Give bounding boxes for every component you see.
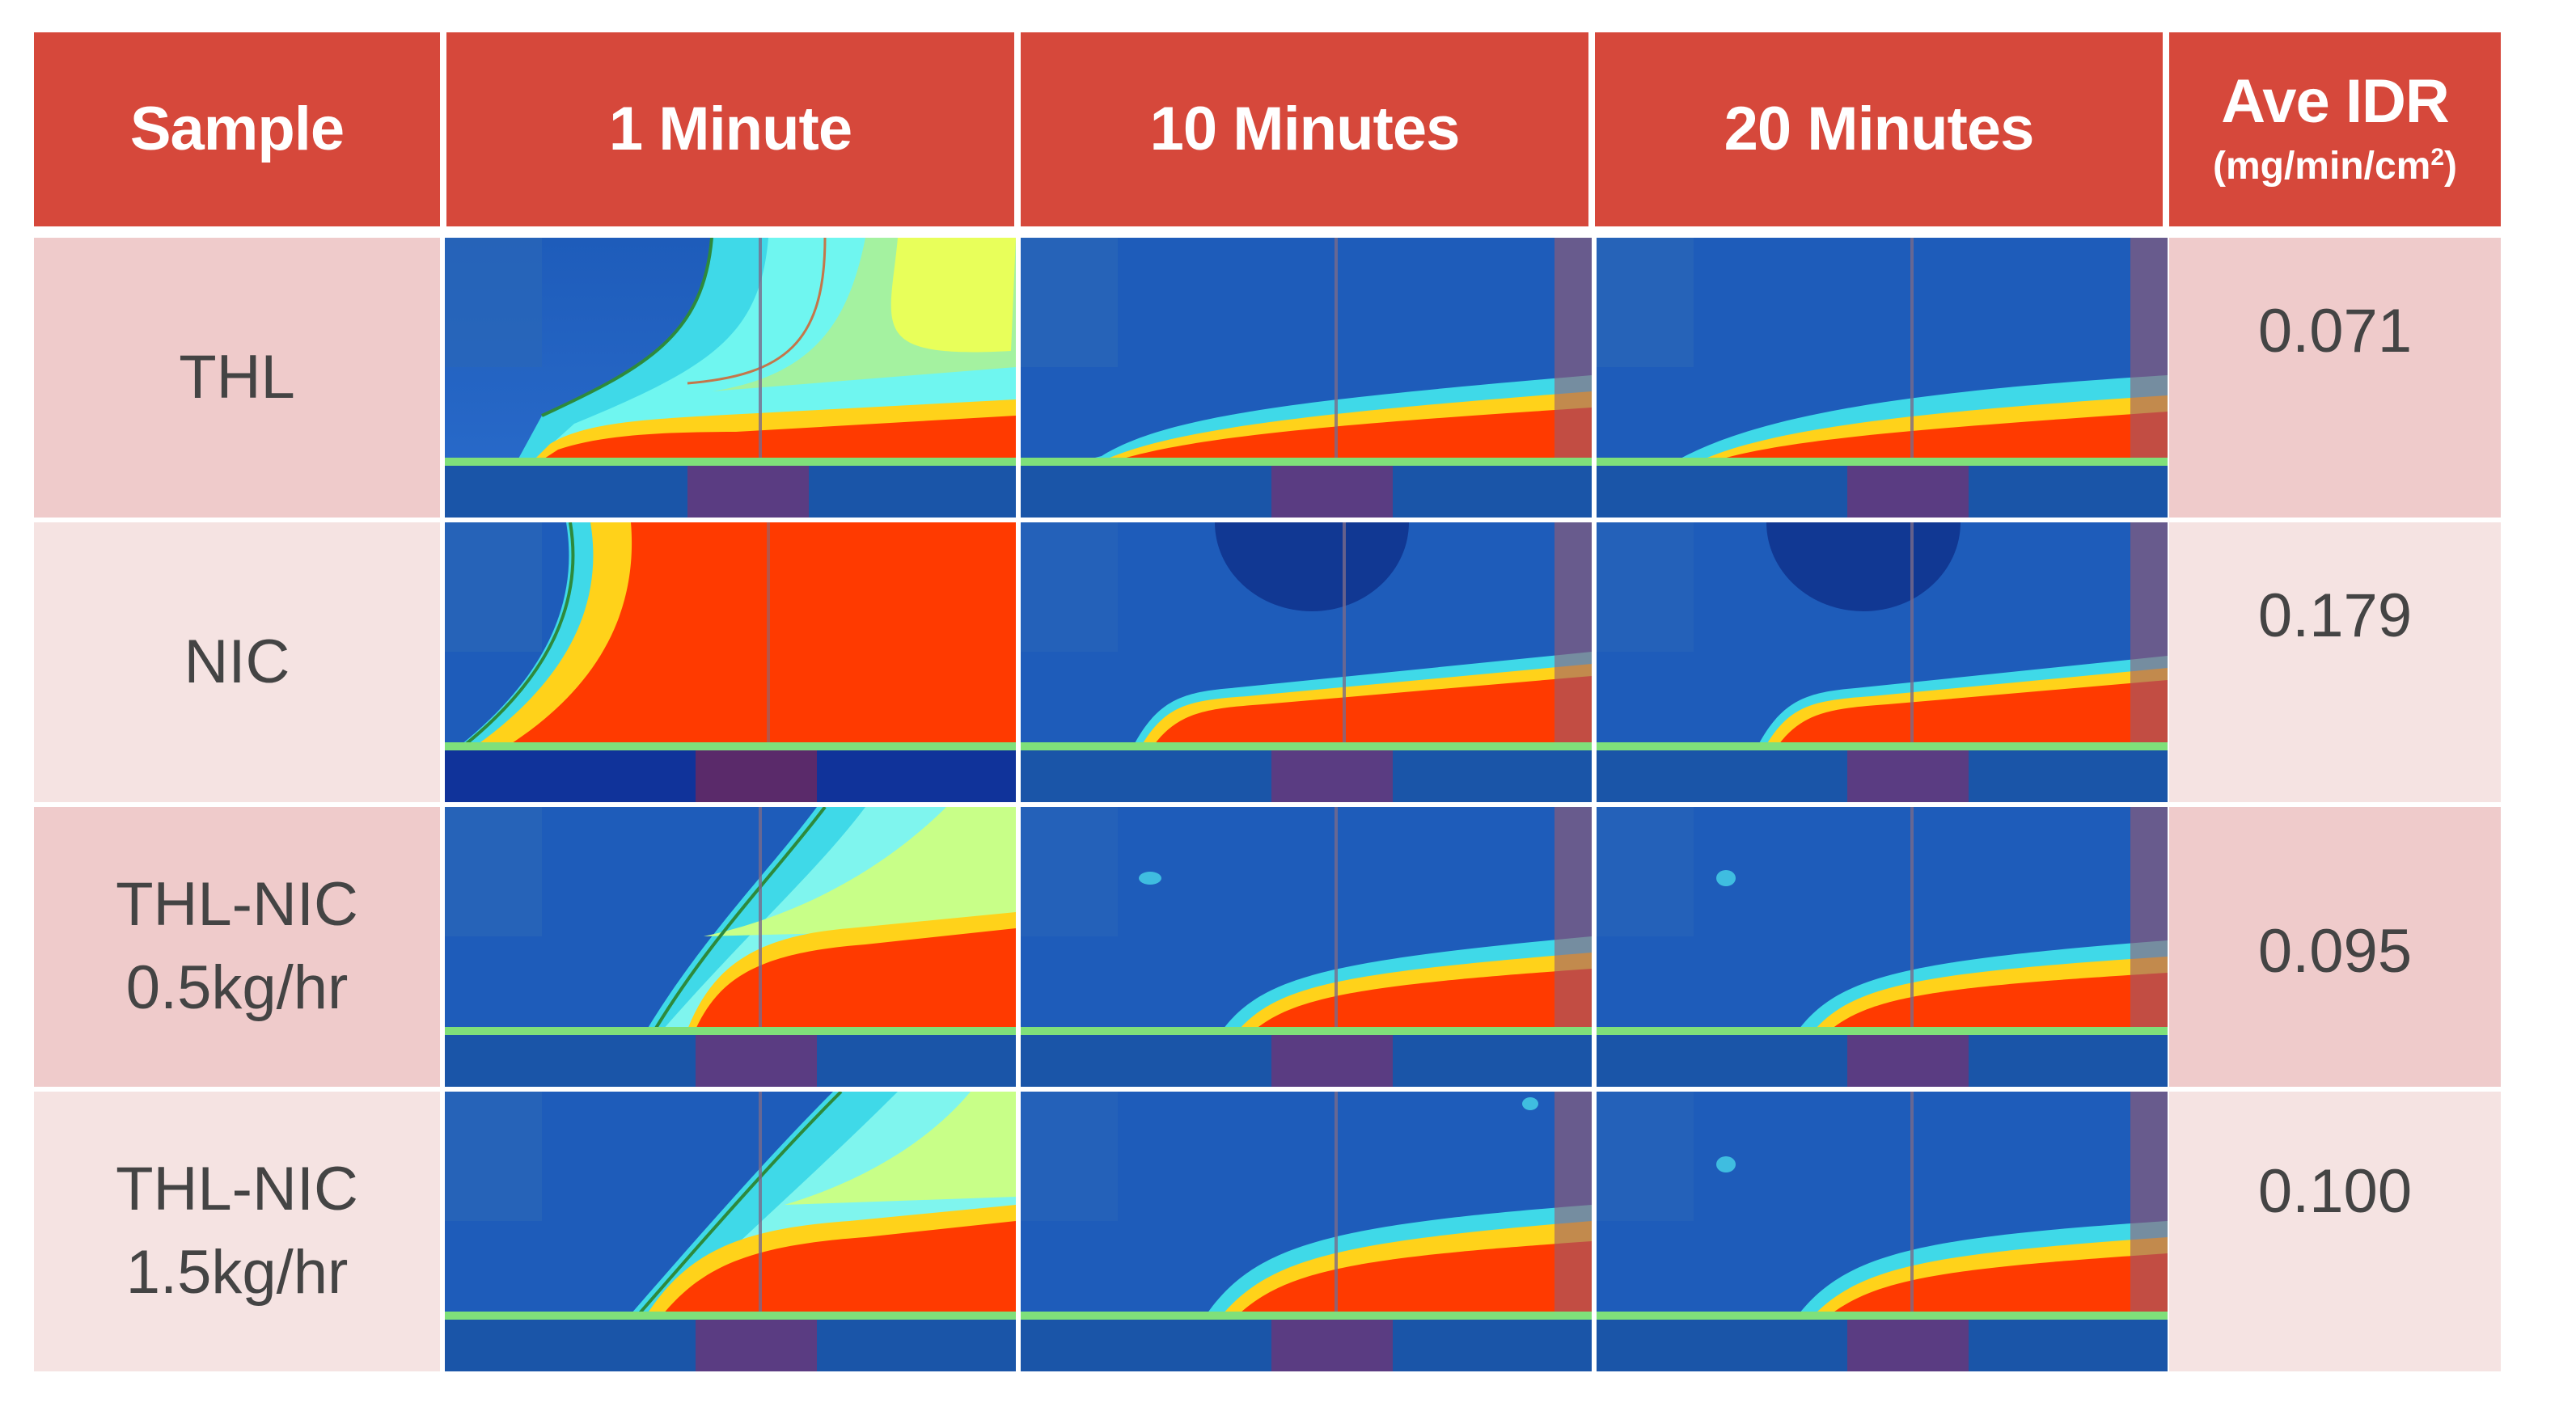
uv-imaging-table: Sample 1 Minute 10 Minutes 20 Minutes Av… <box>34 32 2541 1399</box>
row-thl-nic-05-sample: THL-NIC 0.5kg/hr <box>34 807 440 1087</box>
row-thl-sample: THL <box>34 238 440 518</box>
heatmap-thl-1min <box>445 238 1016 518</box>
header-1-minute: 1 Minute <box>446 32 1014 226</box>
header-10-minutes: 10 Minutes <box>1021 32 1588 226</box>
header-ave-idr-label: Ave IDR <box>2221 67 2450 137</box>
heatmap-thl-nic-05-10min <box>1021 807 1592 1087</box>
row-thl-nic-15-ave-idr: 0.100 <box>2169 1092 2501 1371</box>
heatmap-nic-1min <box>445 522 1016 802</box>
heatmap-thl-nic-15-1min <box>445 1092 1016 1371</box>
ave-idr-value: 0.179 <box>2257 581 2413 650</box>
header-ave-idr: Ave IDR (mg/min/cm2) <box>2169 32 2501 226</box>
sample-name: THL-NIC <box>116 1155 358 1224</box>
sample-name: THL-NIC <box>116 870 358 940</box>
heatmap-thl-20min <box>1597 238 2168 518</box>
sample-name: THL <box>179 342 295 412</box>
header-sample: Sample <box>34 32 440 226</box>
header-1-minute-label: 1 Minute <box>608 95 852 164</box>
heatmap-nic-10min <box>1021 522 1592 802</box>
heatmap-thl-nic-05-1min <box>445 807 1016 1087</box>
heatmap-thl-nic-05-20min <box>1597 807 2168 1087</box>
row-thl-nic-05-ave-idr: 0.095 <box>2169 807 2501 1087</box>
sample-name: NIC <box>184 627 290 696</box>
sample-rate: 1.5kg/hr <box>125 1238 349 1307</box>
header-10-minutes-label: 10 Minutes <box>1149 95 1461 164</box>
header-20-minutes: 20 Minutes <box>1595 32 2163 226</box>
heatmap-thl-nic-15-20min <box>1597 1092 2168 1371</box>
row-thl-ave-idr: 0.071 <box>2169 238 2501 518</box>
ave-idr-value: 0.071 <box>2257 297 2413 365</box>
ave-idr-value: 0.100 <box>2257 1157 2413 1226</box>
heatmap-thl-10min <box>1021 238 1592 518</box>
row-nic-sample: NIC <box>34 522 440 802</box>
heatmap-thl-nic-15-10min <box>1021 1092 1592 1371</box>
heatmap-nic-20min <box>1597 522 2168 802</box>
header-ave-idr-unit: (mg/min/cm2) <box>2212 143 2458 188</box>
row-nic-ave-idr: 0.179 <box>2169 522 2501 802</box>
row-thl-nic-15-sample: THL-NIC 1.5kg/hr <box>34 1092 440 1371</box>
header-20-minutes-label: 20 Minutes <box>1724 95 2035 164</box>
ave-idr-value: 0.095 <box>2257 917 2413 986</box>
header-sample-label: Sample <box>129 95 345 164</box>
sample-rate: 0.5kg/hr <box>125 953 349 1022</box>
